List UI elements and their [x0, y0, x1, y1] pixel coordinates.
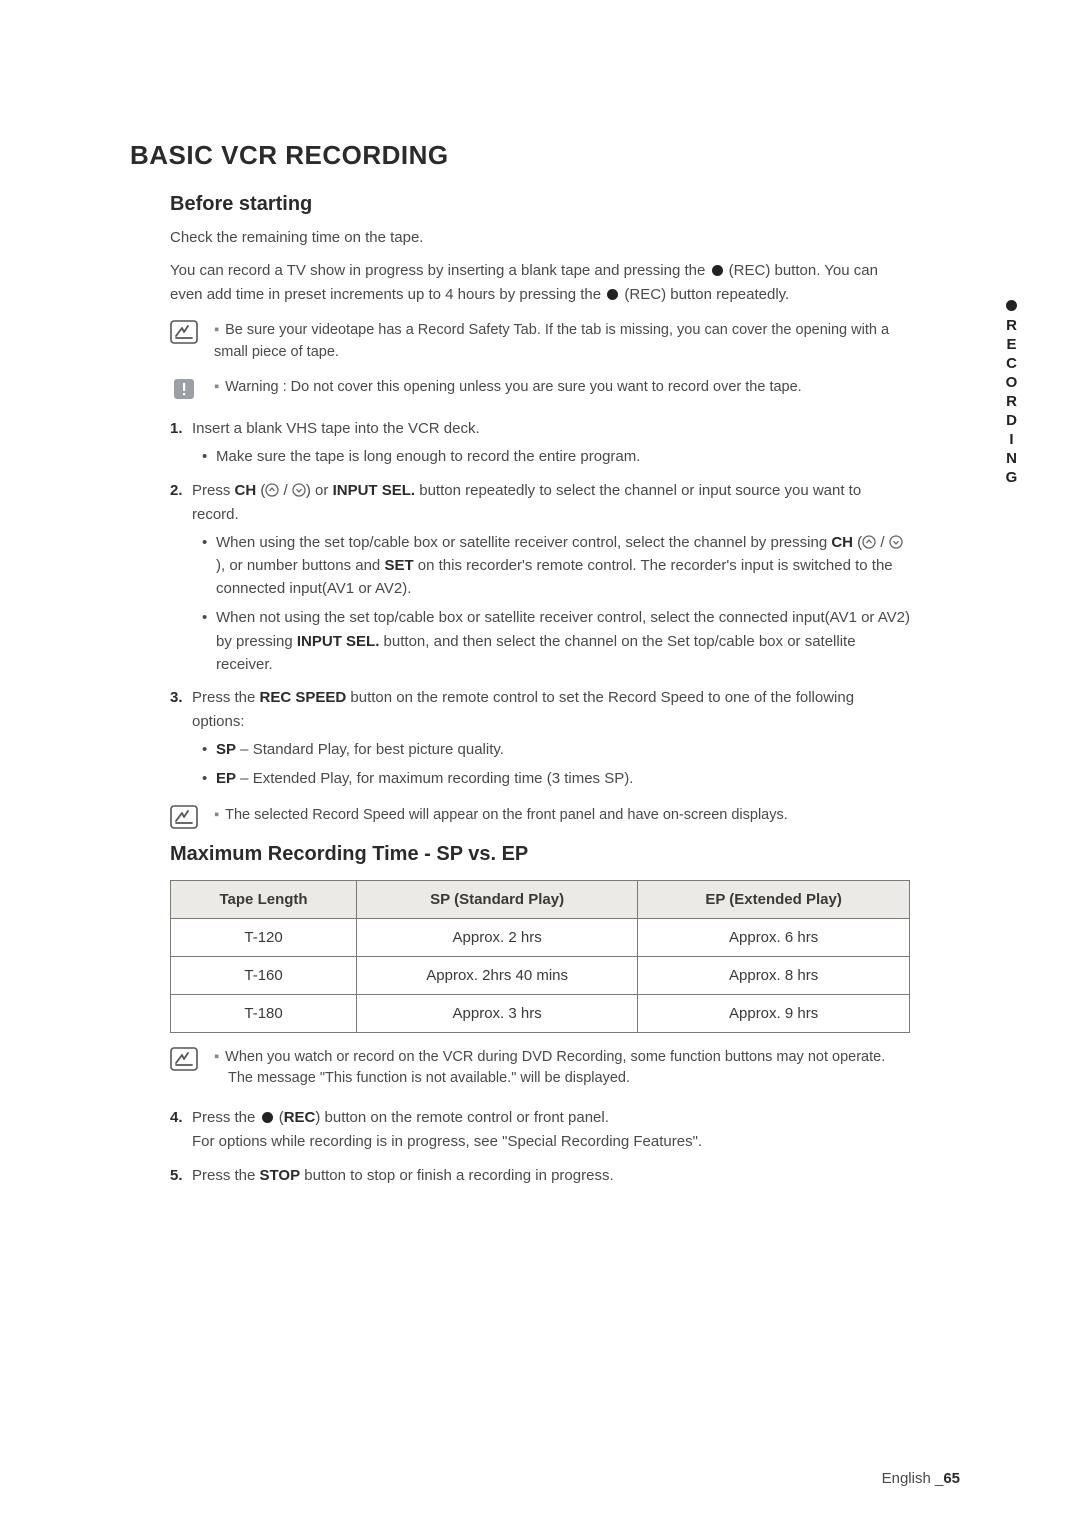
ch-down-icon: [292, 481, 306, 495]
step-1: Insert a blank VHS tape into the VCR dec…: [170, 417, 910, 468]
recording-time-table: Tape Length SP (Standard Play) EP (Exten…: [170, 880, 910, 1033]
cell: Approx. 8 hrs: [638, 956, 910, 994]
step-2-a: Press: [192, 482, 235, 499]
step-5: Press the STOP button to stop or finish …: [170, 1164, 910, 1188]
note-1-body: Be sure your videotape has a Record Safe…: [214, 322, 889, 360]
s5b: STOP: [260, 1167, 301, 1184]
step-3: Press the REC SPEED button on the remote…: [170, 686, 910, 791]
s3a: Press the: [192, 689, 260, 706]
ch-up-icon: [862, 533, 876, 547]
s2b1b: CH: [831, 534, 853, 551]
s4b: (: [275, 1109, 284, 1126]
ch-up-icon: [265, 481, 279, 495]
step-2-inputsel: INPUT SEL.: [333, 482, 416, 499]
step-2-sub-2: When not using the set top/cable box or …: [202, 606, 910, 676]
warning-icon: [170, 377, 198, 401]
note-4-l2: The message "This function is not availa…: [228, 1068, 630, 1090]
s5a: Press the: [192, 1167, 260, 1184]
note-2-body: Warning : Do not cover this opening unle…: [225, 379, 802, 395]
ep-label: EP: [216, 770, 236, 787]
note-4-text: ▪When you watch or record on the VCR dur…: [214, 1047, 910, 1091]
s3b: REC SPEED: [260, 689, 347, 706]
cell: Approx. 3 hrs: [357, 994, 638, 1032]
note-3: ▪The selected Record Speed will appear o…: [170, 805, 910, 829]
steps-list: Insert a blank VHS tape into the VCR dec…: [170, 417, 910, 790]
sp-label: SP: [216, 741, 236, 758]
step-2-c: or: [315, 482, 333, 499]
rec-dot-icon: [712, 265, 723, 276]
ep-desc: – Extended Play, for maximum recording t…: [236, 770, 633, 787]
s4-line2: For options while recording is in progre…: [192, 1133, 702, 1150]
cell: T-180: [171, 994, 357, 1032]
s5c: button to stop or finish a recording in …: [300, 1167, 614, 1184]
note-2-text: ▪Warning : Do not cover this opening unl…: [214, 377, 910, 399]
side-tab-label: RECORDING: [1003, 317, 1020, 488]
step-2-sub-1: When using the set top/cable box or sate…: [202, 531, 910, 601]
cell: Approx. 2hrs 40 mins: [357, 956, 638, 994]
before-p1: Check the remaining time on the tape.: [170, 226, 910, 249]
cell: T-120: [171, 918, 357, 956]
note-icon: [170, 805, 198, 829]
step-2: Press CH ( / ) or INPUT SEL. button repe…: [170, 479, 910, 677]
note-1: ▪Be sure your videotape has a Record Saf…: [170, 320, 910, 364]
side-tab: RECORDING: [1003, 300, 1020, 488]
s2b1a: When using the set top/cable box or sate…: [216, 534, 831, 551]
s4c: REC: [284, 1109, 316, 1126]
before-p2-c: (REC) button repeatedly.: [620, 286, 789, 303]
table-row: T-120 Approx. 2 hrs Approx. 6 hrs: [171, 918, 910, 956]
col-ep: EP (Extended Play): [638, 880, 910, 918]
ch-down-icon: [889, 533, 903, 547]
step-3-sub-2: EP – Extended Play, for maximum recordin…: [202, 767, 910, 790]
cell: Approx. 9 hrs: [638, 994, 910, 1032]
s4d: ) button on the remote control or front …: [315, 1109, 609, 1126]
before-heading: Before starting: [170, 193, 910, 216]
note-icon: [170, 1047, 198, 1071]
note-3-text: ▪The selected Record Speed will appear o…: [214, 805, 910, 827]
note-4-l1: When you watch or record on the VCR duri…: [225, 1049, 885, 1065]
cell: Approx. 6 hrs: [638, 918, 910, 956]
col-sp: SP (Standard Play): [357, 880, 638, 918]
s2b1c: , or number buttons and: [221, 557, 384, 574]
table-heading: Maximum Recording Time - SP vs. EP: [170, 843, 910, 866]
step-1-text: Insert a blank VHS tape into the VCR dec…: [192, 420, 480, 437]
note-1-text: ▪Be sure your videotape has a Record Saf…: [214, 320, 910, 364]
note-3-body: The selected Record Speed will appear on…: [225, 807, 788, 823]
s2b2b: INPUT SEL.: [297, 633, 380, 650]
step-2-ch: CH: [235, 482, 257, 499]
rec-dot-icon: [262, 1112, 273, 1123]
cell: Approx. 2 hrs: [357, 918, 638, 956]
side-dot-icon: [1006, 300, 1017, 311]
footer-page: 65: [943, 1470, 960, 1487]
page-footer: English _65: [882, 1470, 960, 1487]
note-icon: [170, 320, 198, 344]
note-4: ▪When you watch or record on the VCR dur…: [170, 1047, 910, 1091]
rec-dot-icon: [607, 289, 618, 300]
footer-lang: English: [882, 1470, 931, 1487]
col-tape-length: Tape Length: [171, 880, 357, 918]
before-p2: You can record a TV show in progress by …: [170, 259, 910, 306]
step-1-sub-1: Make sure the tape is long enough to rec…: [202, 445, 910, 468]
sp-desc: – Standard Play, for best picture qualit…: [236, 741, 504, 758]
cell: T-160: [171, 956, 357, 994]
page-title: BASIC VCR RECORDING: [130, 140, 910, 171]
table-row: T-160 Approx. 2hrs 40 mins Approx. 8 hrs: [171, 956, 910, 994]
s2b1d: SET: [384, 557, 413, 574]
table-row: T-180 Approx. 3 hrs Approx. 9 hrs: [171, 994, 910, 1032]
s4a: Press the: [192, 1109, 260, 1126]
step-3-sub-1: SP – Standard Play, for best picture qua…: [202, 738, 910, 761]
step-4: Press the (REC) button on the remote con…: [170, 1106, 910, 1154]
steps-list-2: Press the (REC) button on the remote con…: [170, 1106, 910, 1188]
before-p2-a: You can record a TV show in progress by …: [170, 262, 710, 279]
note-2: ▪Warning : Do not cover this opening unl…: [170, 377, 910, 401]
